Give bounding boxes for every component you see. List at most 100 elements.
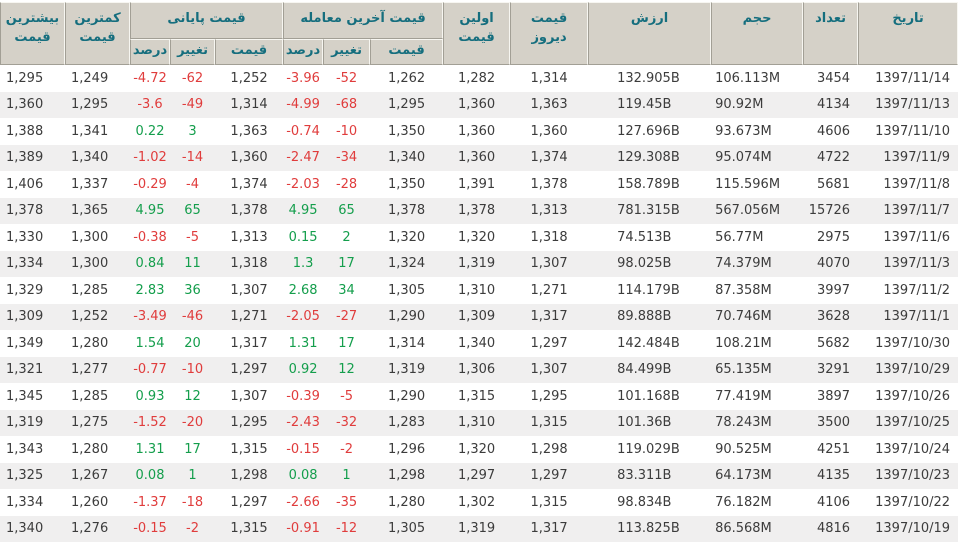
cell-last-percent: -0.15 xyxy=(286,441,320,457)
cell-first: 1,319 xyxy=(457,256,496,272)
cell-close-percent: -3.49 xyxy=(133,309,167,325)
cell-close-change: -10 xyxy=(181,362,204,378)
cell-yesterday: 1,313 xyxy=(530,203,568,219)
cell-count: 4134 xyxy=(816,97,851,113)
cell-low: 1,277 xyxy=(71,362,109,378)
cell-count: 4070 xyxy=(816,256,851,272)
cell-count: 4106 xyxy=(816,494,851,510)
cell-last-percent: -2.47 xyxy=(286,150,320,166)
cell-yesterday: 1,315 xyxy=(530,494,568,510)
cell-close-price: 1,374 xyxy=(230,176,268,192)
cell-value: 129.308B xyxy=(617,150,680,166)
cell-close-price: 1,315 xyxy=(230,521,268,537)
cell-date: 1397/10/29 xyxy=(875,362,951,378)
cell-count: 5681 xyxy=(816,176,851,192)
cell-last-percent: -2.05 xyxy=(286,309,320,325)
cell-close-price: 1,297 xyxy=(230,494,268,510)
cell-first: 1,282 xyxy=(457,70,496,86)
cell-high: 1,321 xyxy=(6,362,44,378)
cell-volume: 90.92M xyxy=(715,97,764,113)
cell-volume: 65.135M xyxy=(715,362,772,378)
cell-last-change: -2 xyxy=(340,441,354,457)
cell-value: 781.315B xyxy=(617,203,680,219)
table-row: 1397/10/30 5682 108.21M 142.484B 1,297 1,340 1… xyxy=(0,330,958,357)
table-row: 1397/11/2 3997 87.358M 114.179B 1,271 1,310 1,… xyxy=(0,277,958,304)
cell-close-price: 1,271 xyxy=(230,309,268,325)
cell-close-price: 1,297 xyxy=(230,362,268,378)
cell-low: 1,300 xyxy=(71,229,109,245)
cell-last-change: -32 xyxy=(335,415,358,431)
cell-close-price: 1,307 xyxy=(230,282,268,298)
cell-yesterday: 1,378 xyxy=(530,176,568,192)
cell-last-change: 12 xyxy=(338,362,355,378)
table-row: 1397/10/25 3500 78.243M 101.36B 1,315 1,310 1,… xyxy=(0,409,958,436)
cell-close-price: 1,295 xyxy=(230,415,268,431)
cell-high: 1,343 xyxy=(6,441,44,457)
cell-volume: 108.21M xyxy=(715,335,772,351)
cell-close-percent: -3.6 xyxy=(137,97,163,113)
cell-close-price: 1,298 xyxy=(230,468,268,484)
header-closing-change: تغییر xyxy=(170,39,216,65)
cell-first: 1,297 xyxy=(457,468,496,484)
cell-close-percent: -0.29 xyxy=(133,176,167,192)
cell-yesterday: 1,298 xyxy=(530,441,568,457)
header-volume: حجم xyxy=(711,2,804,65)
cell-first: 1,360 xyxy=(457,97,496,113)
cell-last-change: 65 xyxy=(338,203,355,219)
cell-last-percent: 1.31 xyxy=(288,335,318,351)
header-group-closing-price: قیمت پایانی xyxy=(130,2,284,39)
header-sub-row: قیمت تغییر درصد قیمت تغییر درصد xyxy=(0,39,958,65)
cell-value: 83.311B xyxy=(617,468,672,484)
cell-value: 74.513B xyxy=(617,229,672,245)
cell-low: 1,252 xyxy=(71,309,109,325)
cell-date: 1397/10/24 xyxy=(875,441,951,457)
cell-volume: 106.113M xyxy=(715,70,781,86)
cell-value: 101.168B xyxy=(617,388,680,404)
cell-date: 1397/11/7 xyxy=(883,203,951,219)
cell-close-percent: 0.22 xyxy=(135,123,165,139)
cell-yesterday: 1,271 xyxy=(530,282,568,298)
cell-last-price: 1,324 xyxy=(387,256,426,272)
table-row: 1397/10/23 4135 64.173M 83.311B 1,297 1,297 1,… xyxy=(0,462,958,489)
cell-last-price: 1,295 xyxy=(387,97,426,113)
cell-last-price: 1,283 xyxy=(387,415,426,431)
cell-close-change: 11 xyxy=(184,256,201,272)
cell-low: 1,365 xyxy=(71,203,109,219)
cell-low: 1,337 xyxy=(71,176,109,192)
cell-volume: 115.596M xyxy=(715,176,781,192)
cell-yesterday: 1,307 xyxy=(530,256,568,272)
cell-close-percent: 2.83 xyxy=(135,282,165,298)
cell-last-price: 1,350 xyxy=(387,176,426,192)
header-last-change: تغییر xyxy=(323,39,371,65)
cell-high: 1,388 xyxy=(6,123,44,139)
cell-value: 127.696B xyxy=(617,123,680,139)
cell-close-percent: 1.54 xyxy=(135,335,165,351)
cell-high: 1,334 xyxy=(6,256,44,272)
cell-date: 1397/10/30 xyxy=(875,335,951,351)
cell-yesterday: 1,317 xyxy=(530,309,568,325)
cell-value: 101.36B xyxy=(617,415,672,431)
header-first-price: اولین قیمت xyxy=(443,2,511,65)
header-value: ارزش xyxy=(588,2,712,65)
cell-close-percent: -1.37 xyxy=(133,494,167,510)
cell-count: 4816 xyxy=(816,521,851,537)
cell-high: 1,325 xyxy=(6,468,44,484)
cell-close-percent: 0.93 xyxy=(135,388,165,404)
cell-high: 1,334 xyxy=(6,494,44,510)
cell-close-percent: -0.15 xyxy=(133,521,167,537)
cell-yesterday: 1,307 xyxy=(530,362,568,378)
cell-last-change: -5 xyxy=(340,388,354,404)
cell-first: 1,302 xyxy=(457,494,496,510)
cell-low: 1,276 xyxy=(71,521,109,537)
cell-close-percent: -1.02 xyxy=(133,150,167,166)
table-header: تاریخ تعداد حجم ارزش قیمت دیروز اولین قی… xyxy=(0,2,958,65)
cell-yesterday: 1,295 xyxy=(530,388,568,404)
cell-count: 5682 xyxy=(816,335,851,351)
cell-last-change: -10 xyxy=(335,123,358,139)
cell-first: 1,378 xyxy=(457,203,496,219)
cell-close-price: 1,307 xyxy=(230,388,268,404)
history-table-body: 1397/11/14 3454 106.113M 132.905B 1,314 1,282… xyxy=(0,65,958,542)
cell-count: 3628 xyxy=(816,309,851,325)
cell-close-percent: -4.72 xyxy=(133,70,167,86)
cell-high: 1,309 xyxy=(6,309,44,325)
